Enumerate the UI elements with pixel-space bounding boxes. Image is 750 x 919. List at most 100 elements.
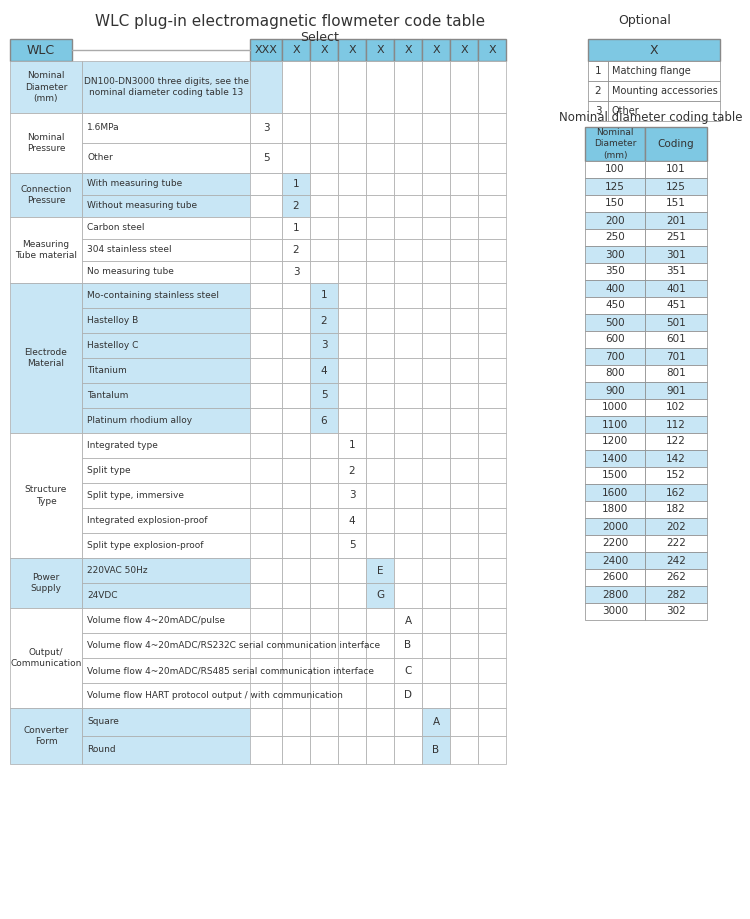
Bar [450,433,478,458]
Text: 1000: 1000 [602,403,628,413]
Text: C: C [404,665,412,675]
Text: 451: 451 [666,301,686,311]
Bar [450,358,478,383]
Bar [250,283,282,308]
Bar [422,173,450,195]
Text: 4: 4 [321,366,327,376]
Bar [585,433,645,450]
Bar [310,558,338,583]
Bar [10,608,82,708]
Text: Select: Select [301,31,340,44]
Text: 4: 4 [349,516,355,526]
Bar [82,358,310,383]
Bar [422,433,450,458]
Bar [366,433,394,458]
Bar [282,61,310,113]
Text: 1: 1 [292,179,299,189]
Text: Carbon steel: Carbon steel [87,223,145,233]
Bar [645,195,707,212]
Bar [394,383,422,408]
Bar [422,736,450,764]
Text: 701: 701 [666,351,686,361]
Bar [588,61,608,81]
Bar [282,608,310,633]
Bar [585,178,645,195]
Bar [250,683,282,708]
Text: X: X [348,45,355,55]
Bar [82,658,394,683]
Text: 1: 1 [321,290,327,301]
Bar [478,658,506,683]
Text: Measuring
Tube material: Measuring Tube material [15,240,77,260]
Bar [250,383,282,408]
Bar [282,195,310,217]
Bar [82,736,422,764]
Bar [422,383,450,408]
Bar [82,608,394,633]
Bar [366,483,394,508]
Bar [645,518,707,535]
Text: 102: 102 [666,403,686,413]
Bar [366,143,394,173]
Bar [310,239,338,261]
Text: 2600: 2600 [602,573,628,583]
Text: Structure
Type: Structure Type [25,485,68,505]
Text: 351: 351 [666,267,686,277]
Bar [310,39,338,61]
Bar [282,333,310,358]
Bar [338,483,366,508]
Bar [282,383,310,408]
Text: 1800: 1800 [602,505,628,515]
Bar [394,358,422,383]
Text: 700: 700 [605,351,625,361]
Bar [310,608,338,633]
Bar [338,113,366,143]
Bar [338,736,366,764]
Bar [588,39,720,61]
Bar [282,658,310,683]
Text: 200: 200 [605,215,625,225]
Bar [250,708,282,736]
Bar [338,383,366,408]
Text: 201: 201 [666,215,686,225]
Bar [585,331,645,348]
Text: Hastelloy B: Hastelloy B [87,316,138,325]
Bar [250,143,282,173]
Text: 1: 1 [595,66,602,76]
Bar [585,263,645,280]
Bar [478,333,506,358]
Bar [338,308,366,333]
Text: 242: 242 [666,555,686,565]
Bar [82,308,310,333]
Bar [585,365,645,382]
Bar [310,217,338,239]
Text: B: B [433,745,439,755]
Bar [250,239,282,261]
Text: 222: 222 [666,539,686,549]
Bar [422,61,450,113]
Bar [366,633,394,658]
Bar [338,195,366,217]
Bar [82,458,338,483]
Bar [450,143,478,173]
Bar [338,217,366,239]
Bar [478,143,506,173]
Text: DN100-DN3000 three digits, see the
nominal diameter coding table 13: DN100-DN3000 three digits, see the nomin… [83,77,248,97]
Bar [478,533,506,558]
Bar [394,683,422,708]
Bar [250,39,282,61]
Bar [338,408,366,433]
Text: A: A [404,616,412,626]
Text: Integrated explosion-proof: Integrated explosion-proof [87,516,208,525]
Bar [82,683,394,708]
Bar [394,217,422,239]
Bar [10,558,82,608]
Bar [282,508,310,533]
Text: 450: 450 [605,301,625,311]
Bar [366,458,394,483]
Bar [478,483,506,508]
Bar [478,708,506,736]
Bar [478,558,506,583]
Text: 501: 501 [666,317,686,327]
Bar [585,314,645,331]
